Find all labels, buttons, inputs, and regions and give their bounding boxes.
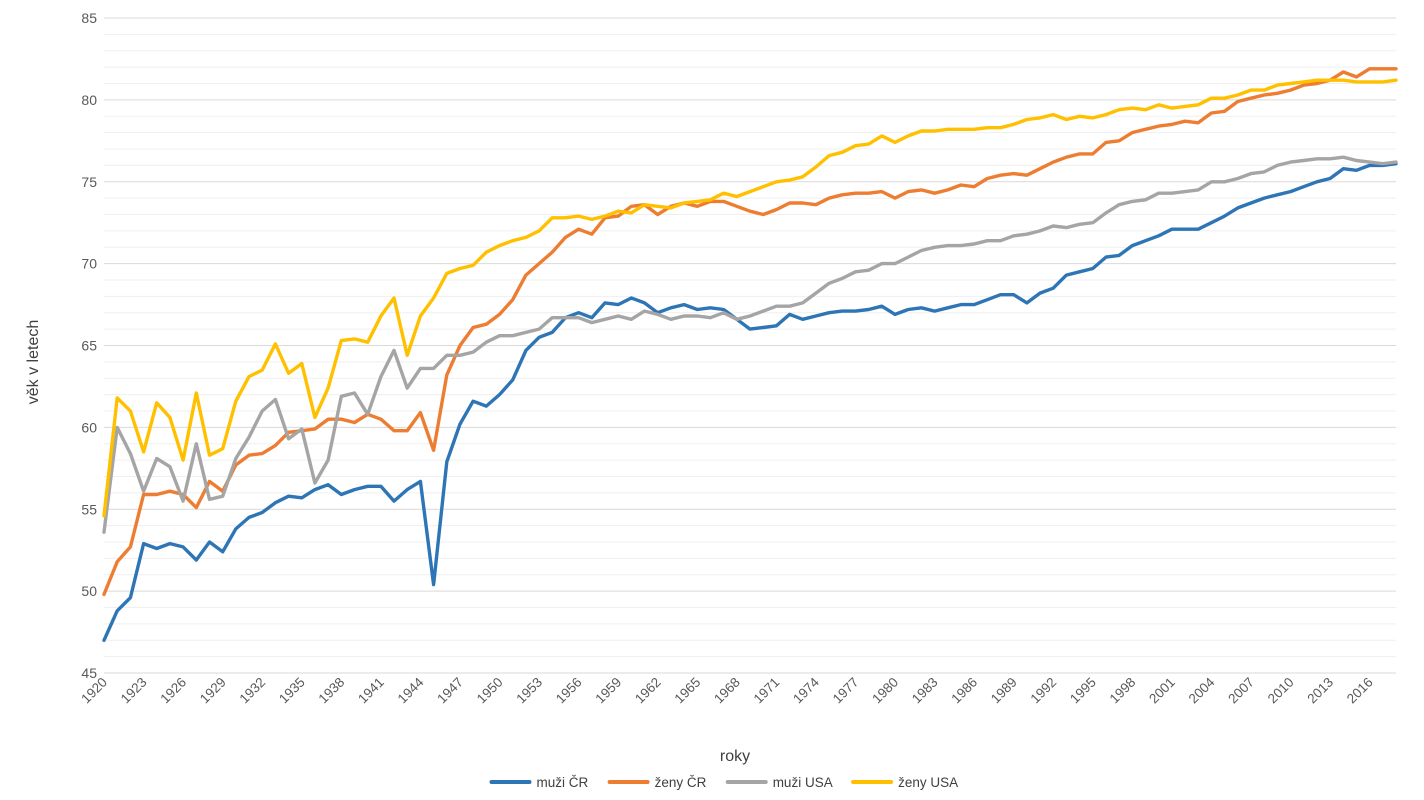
x-tick-label: 1983	[909, 675, 941, 707]
x-tick-label: 1950	[474, 675, 506, 707]
x-tick-label: 1953	[513, 675, 545, 707]
x-tick-label: 1938	[316, 675, 348, 707]
x-tick-label: 1998	[1107, 675, 1139, 707]
legend-item-2: muži USA	[725, 775, 833, 790]
x-tick-label: 1965	[672, 675, 704, 707]
x-axis-ticks: 1920 1923 1926 1929 1932 1935 1938 1941 1944 1947…	[78, 674, 1375, 706]
x-tick-label: 1944	[395, 674, 427, 706]
y-tick-label: 85	[81, 10, 97, 26]
legend-label: muži ČR	[537, 775, 589, 790]
x-tick-label: 1986	[948, 675, 980, 707]
x-tick-label: 2007	[1225, 675, 1257, 707]
legend-item-1: ženy ČR	[607, 775, 707, 790]
grid-lines	[104, 17, 1396, 674]
x-tick-label: 1974	[790, 674, 822, 706]
y-axis-ticks: 45 50 55 60 65 70 75 80 85	[81, 10, 97, 681]
y-tick-label: 65	[81, 338, 97, 354]
x-tick-label: 1992	[1027, 675, 1059, 707]
x-tick-label: 1962	[632, 675, 664, 707]
x-tick-label: 1956	[553, 675, 585, 707]
series-lines	[102, 67, 1398, 642]
x-tick-label: 1968	[711, 675, 743, 707]
x-tick-label: 2013	[1304, 675, 1336, 707]
x-tick-label: 1977	[830, 675, 862, 707]
legend-label: muži USA	[773, 775, 833, 790]
legend-item-0: muži ČR	[489, 775, 589, 790]
x-tick-label: 1947	[434, 675, 466, 707]
x-tick-label: 2016	[1344, 675, 1376, 707]
y-tick-label: 75	[81, 174, 97, 190]
y-tick-label: 45	[81, 665, 97, 681]
y-tick-label: 50	[81, 583, 97, 599]
y-axis-title: věk v letech	[25, 320, 42, 404]
x-tick-label: 2004	[1186, 674, 1218, 706]
x-tick-label: 1932	[236, 675, 268, 707]
x-tick-label: 1923	[118, 675, 150, 707]
x-tick-label: 1929	[197, 675, 229, 707]
x-tick-label: 2001	[1146, 675, 1178, 707]
y-tick-label: 80	[81, 92, 97, 108]
legend-label: ženy USA	[898, 775, 958, 790]
series-line-3	[102, 78, 1398, 518]
x-tick-label: 1959	[592, 675, 624, 707]
x-tick-label: 1989	[988, 675, 1020, 707]
x-tick-label: 1926	[157, 675, 189, 707]
x-tick-label: 1941	[355, 675, 387, 707]
x-tick-label: 1995	[1067, 675, 1099, 707]
y-tick-label: 70	[81, 256, 97, 272]
y-tick-label: 55	[81, 501, 97, 517]
series-line-2	[102, 155, 1398, 534]
legend-label: ženy ČR	[655, 775, 707, 790]
series-line-0	[102, 161, 1398, 642]
series-line-1	[102, 67, 1398, 597]
x-axis-title: roky	[720, 748, 750, 765]
legend: muži ČR ženy ČR muži USA ženy USA	[489, 775, 958, 790]
x-tick-label: 1935	[276, 675, 308, 707]
y-tick-label: 60	[81, 419, 97, 435]
legend-item-3: ženy USA	[851, 775, 958, 790]
x-tick-label: 1980	[869, 675, 901, 707]
x-tick-label: 1971	[751, 675, 783, 707]
x-tick-label: 2010	[1265, 675, 1297, 707]
